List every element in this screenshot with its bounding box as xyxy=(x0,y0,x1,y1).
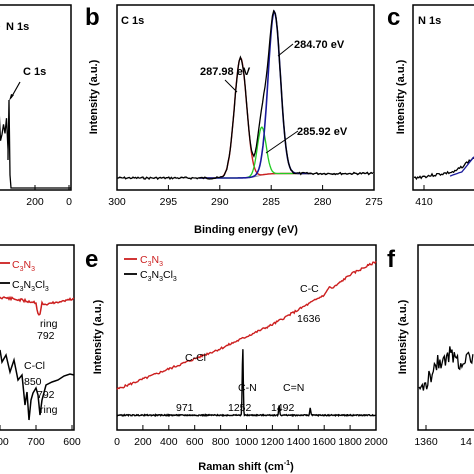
panel-d: C3N3 C3N3Cl3 ring 792 C-Cl 850 792 ring … xyxy=(0,244,81,448)
panel-a-frame xyxy=(0,4,72,191)
panel-e-tick-label-1800: 1800 xyxy=(338,436,362,448)
panel-e-c3n3cl3-line xyxy=(116,349,376,418)
panel-c-line xyxy=(413,157,474,181)
panel-d-label-850: 850 xyxy=(24,376,42,388)
panel-e-xlabel: Raman shift (cm-1) xyxy=(198,460,294,473)
panel-e-label-1252: 1252 xyxy=(228,402,252,414)
panel-b-label-284-70: 284.70 eV xyxy=(294,39,345,51)
panel-d-label-792-a: 792 xyxy=(37,330,55,342)
panel-d-c3n3cl3-line xyxy=(0,349,75,421)
panel-e-tick-label-1400: 1400 xyxy=(287,436,311,448)
panel-b-ylabel: Intensity (a.u.) xyxy=(88,59,100,134)
panel-c-title: N 1s xyxy=(418,15,441,27)
panel-d-tick-label-600: 600 xyxy=(63,436,81,448)
panel-b-label-287-98: 287.98 eV xyxy=(200,66,251,78)
panel-f-tick-label-14: 14 xyxy=(460,436,472,448)
panel-b-tick-label-275: 275 xyxy=(365,196,383,208)
panel-b-tick-label-300: 300 xyxy=(108,196,126,208)
panel-e-tick-label-2000: 2000 xyxy=(364,436,388,448)
panel-c-frame xyxy=(412,4,474,191)
panel-d-c3n3-line xyxy=(0,295,75,316)
panel-e-tick-label-400: 400 xyxy=(160,436,178,448)
panel-b-x-ticks: 300 295 290 285 280 275 xyxy=(108,185,383,208)
panel-f-line xyxy=(418,346,474,391)
panel-b-label-285-92: 285.92 eV xyxy=(297,126,348,138)
panel-d-label-ring-2: ring xyxy=(40,404,58,416)
panel-f-ylabel: Intensity (a.u.) xyxy=(397,299,409,374)
panel-e-tick-label-1600: 1600 xyxy=(313,436,337,448)
panel-b-tick-label-290: 290 xyxy=(211,196,229,208)
panel-e-label-cn: C-N xyxy=(238,382,257,394)
panel-e: e Intensity (a.u.) C3N3 C3N3Cl3 C-C 1636… xyxy=(85,244,388,473)
panel-d-label-ccl: C-Cl xyxy=(24,360,45,372)
panel-e-tick-label-1200: 1200 xyxy=(261,436,285,448)
panel-e-tick-label-1000: 1000 xyxy=(235,436,259,448)
panel-b-measured-line xyxy=(116,9,374,181)
panel-c-tick-label-410: 410 xyxy=(415,196,433,208)
panel-b-tick-label-295: 295 xyxy=(160,196,178,208)
panel-a-c1s-label: C 1s xyxy=(23,66,46,78)
panel-e-label-cc: C-C xyxy=(300,283,319,295)
panel-e-label-1492: 1492 xyxy=(271,402,295,414)
panel-e-label-1636: 1636 xyxy=(297,313,321,325)
panel-e-c3n3-line xyxy=(116,261,377,390)
panel-a: N 1s C 1s 200 0 xyxy=(0,4,72,208)
panel-d-label-792-b: 792 xyxy=(37,389,55,401)
panel-e-label-971: 971 xyxy=(176,402,194,414)
panel-b-letter: b xyxy=(85,4,100,31)
panel-c: c N 1s Intensity (a.u.) 410 xyxy=(387,4,474,208)
panel-b-arrow-285-92 xyxy=(265,130,299,154)
panel-c-letter: c xyxy=(387,4,400,31)
panel-e-tick-label-200: 200 xyxy=(134,436,152,448)
panel-e-tick-label-800: 800 xyxy=(212,436,230,448)
panel-e-legend-c3n3cl3: C3N3Cl3 xyxy=(140,269,177,283)
panel-c-fit-line xyxy=(449,156,474,177)
panel-f-tick-label-1360: 1360 xyxy=(414,436,438,448)
panel-d-x-ticks: 800 700 600 xyxy=(0,425,81,448)
panel-b-tick-label-285: 285 xyxy=(262,196,280,208)
panel-d-legend-c3n3cl3: C3N3Cl3 xyxy=(12,279,49,293)
panel-b-frame xyxy=(116,4,375,191)
panel-a-tick-label-200: 200 xyxy=(26,196,44,208)
panel-a-survey-line xyxy=(0,99,71,189)
panel-d-tick-label-800: 800 xyxy=(0,436,9,448)
panel-b-title: C 1s xyxy=(121,15,144,27)
panel-b-arrow-287-98 xyxy=(224,79,238,93)
panel-e-legend-c3n3: C3N3 xyxy=(140,254,163,268)
panel-f-letter: f xyxy=(387,246,396,273)
panel-e-tick-label-600: 600 xyxy=(186,436,204,448)
panel-e-x-ticks: 0 200 400 600 800 1000 1200 1400 1600 1800 2000 xyxy=(114,425,388,448)
panel-c-ylabel: Intensity (a.u.) xyxy=(395,59,407,134)
panel-d-tick-label-700: 700 xyxy=(27,436,45,448)
panel-f-frame xyxy=(417,244,474,431)
panel-e-tick-label-0: 0 xyxy=(114,436,120,448)
panel-b-tick-label-280: 280 xyxy=(314,196,332,208)
panel-a-tick-label-0: 0 xyxy=(66,196,72,208)
panel-a-n1s-label: N 1s xyxy=(6,21,29,33)
panel-d-frame xyxy=(0,244,75,431)
panel-a-c1s-arrowhead xyxy=(9,94,14,101)
panel-e-label-cdn: C=N xyxy=(283,382,304,394)
panel-d-label-ring-1: ring xyxy=(40,318,58,330)
panel-d-legend-c3n3: C3N3 xyxy=(12,259,35,273)
panel-e-letter: e xyxy=(85,246,98,273)
panel-e-label-ccl: C-Cl xyxy=(185,352,206,364)
panel-e-ylabel: Intensity (a.u.) xyxy=(92,299,104,374)
panel-b: b C 1s Intensity (a.u.) 300 295 290 285 280 2… xyxy=(85,4,383,236)
panel-b-arrow-284-70 xyxy=(277,43,294,57)
panel-b-xlabel: Binding energy (eV) xyxy=(194,224,298,236)
panel-f: f Intensity (a.u.) 1360 14 xyxy=(387,244,474,448)
